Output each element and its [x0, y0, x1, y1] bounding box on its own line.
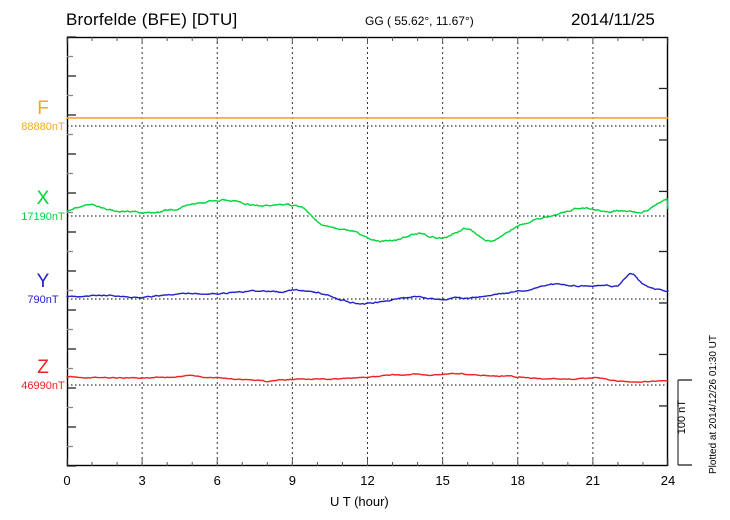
- x-tick-label-24: 24: [660, 473, 676, 488]
- scale-bar: [677, 379, 692, 466]
- component-label-f: F 88880nT: [21, 99, 64, 134]
- magnetogram-plot: [66, 36, 692, 467]
- x-tick-label-6: 6: [213, 473, 221, 488]
- x-axis-title: U T (hour): [330, 494, 389, 509]
- component-value-z: 46990nT: [21, 380, 65, 392]
- x-tick-label-9: 9: [288, 473, 296, 488]
- trace-z: [66, 372, 669, 383]
- component-letter-z: Z: [37, 357, 49, 378]
- x-tick-label-15: 15: [435, 473, 450, 488]
- trace-x: [66, 197, 669, 243]
- scale-bar-label: 100 nT: [676, 400, 688, 435]
- component-value-y: 790nT: [27, 294, 59, 306]
- page-title: Brorfelde (BFE) [DTU]: [66, 10, 238, 29]
- component-label-x: X 17190nT: [21, 189, 64, 224]
- trace-y: [66, 272, 669, 305]
- x-tick-label-21: 21: [585, 473, 601, 488]
- plot-frame: [66, 36, 669, 467]
- component-letter-f: F: [37, 98, 49, 119]
- geographic-coordinates: GG ( 55.62°, 11.67°): [365, 14, 474, 28]
- x-tick-label-18: 18: [510, 473, 525, 488]
- x-tick-label-3: 3: [138, 473, 146, 488]
- x-tick-label-12: 12: [360, 473, 375, 488]
- chart-canvas: [66, 36, 692, 467]
- component-label-y: Y 790nT: [27, 272, 58, 307]
- component-letter-y: Y: [36, 271, 50, 292]
- plotted-at-timestamp: Plotted at 2014/12/26 01:30 UT: [708, 335, 719, 474]
- component-value-f: 88880nT: [21, 121, 65, 133]
- component-letter-x: X: [36, 188, 50, 209]
- x-tick-label-0: 0: [63, 473, 71, 488]
- observation-date: 2014/11/25: [571, 10, 655, 29]
- component-label-z: Z 46990nT: [21, 358, 64, 393]
- component-value-x: 17190nT: [21, 211, 65, 223]
